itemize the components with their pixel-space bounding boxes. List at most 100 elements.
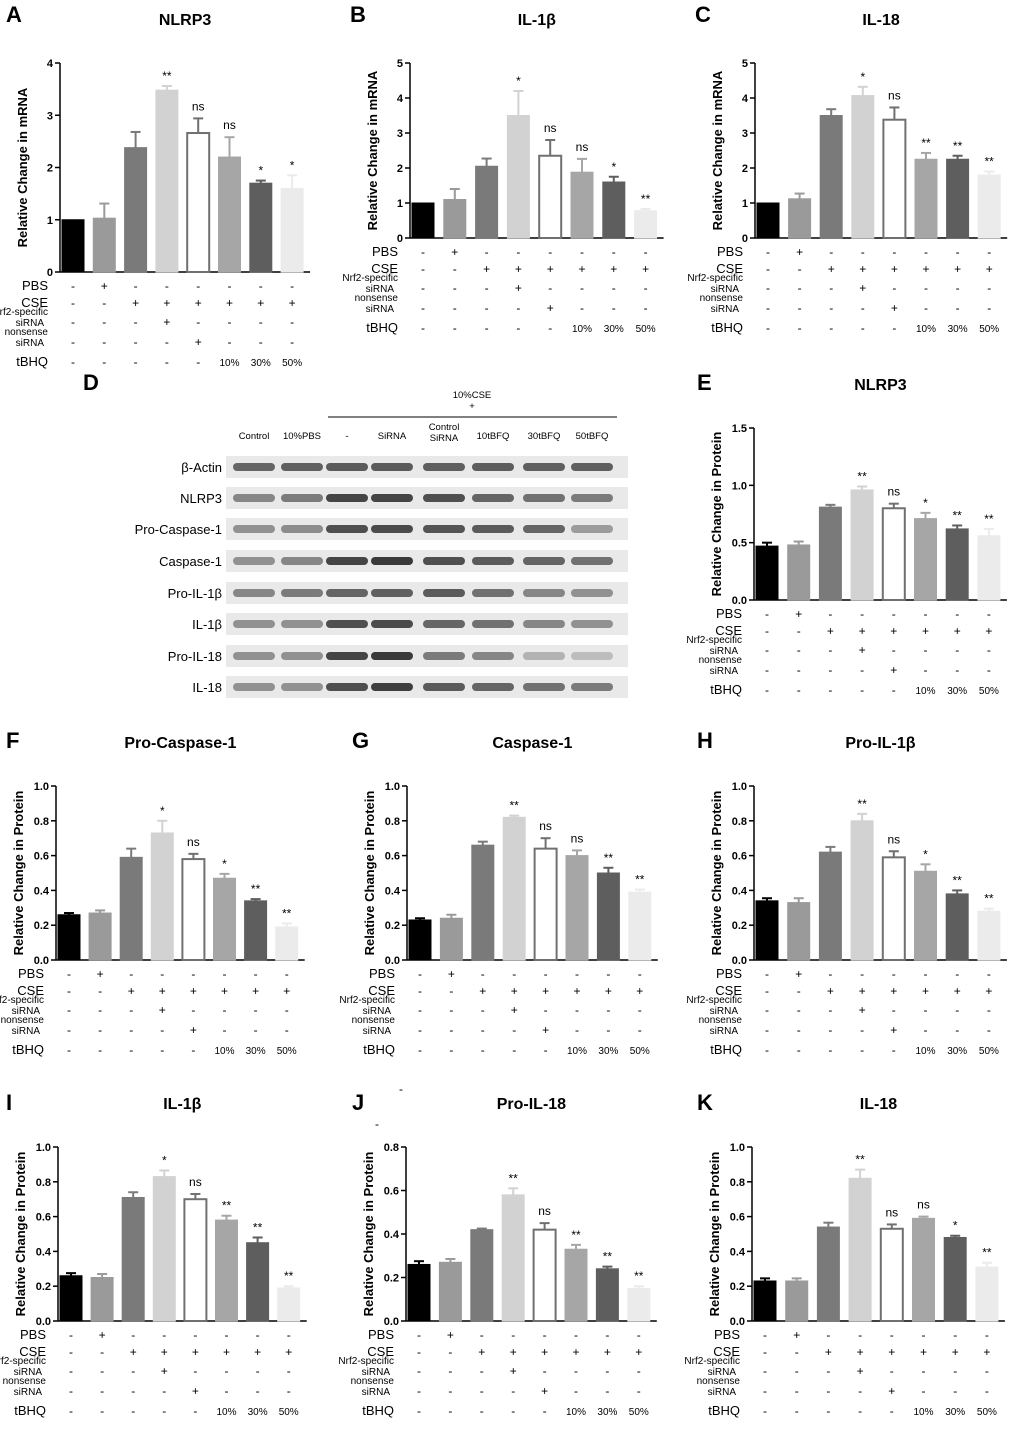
y-tick-label: 0.2 [384, 1273, 399, 1285]
row-label-nonsense-line2: siRNA [12, 1026, 41, 1037]
chart-title: Caspase-1 [492, 735, 572, 752]
row-label-nrf2: Nrf2-specific [0, 307, 48, 318]
significance-label: ns [576, 140, 589, 154]
table-cell: - [421, 321, 425, 335]
table-cell: - [259, 279, 263, 293]
row-label-nrf2-line2: siRNA [362, 1367, 391, 1378]
table-cell: + [859, 624, 866, 638]
significance-label: * [258, 164, 263, 178]
table-cell: - [606, 1003, 610, 1017]
table-cell: - [254, 967, 258, 981]
table-cell: + [920, 1345, 927, 1359]
blot-band [423, 652, 465, 660]
row-label-nrf2-line2: siRNA [14, 1367, 43, 1378]
table-cell: + [547, 301, 554, 315]
blot-band [326, 589, 368, 597]
bar [183, 1198, 208, 1322]
row-label-tbhq: tBHQ [363, 1042, 395, 1057]
table-cell: - [160, 1023, 164, 1037]
chart-title: NLRP3 [159, 12, 212, 29]
y-tick-label: 0.0 [36, 1316, 51, 1328]
table-cell: - [290, 335, 294, 349]
table-cell: + [891, 262, 898, 276]
bar [244, 900, 268, 961]
bar [119, 856, 143, 961]
bar [249, 182, 273, 273]
row-label-nrf2: Nrf2-specific [686, 635, 742, 646]
row-label-nonsense: nonsense [697, 1376, 741, 1387]
blot-band [233, 463, 275, 471]
table-cell: - [421, 245, 425, 259]
table-cell: + [983, 1345, 990, 1359]
blot-band [281, 652, 323, 660]
row-label-nonsense-line2: siRNA [366, 304, 395, 315]
table-cell: - [828, 967, 832, 981]
table-cell: + [547, 262, 554, 276]
table-cell: - [548, 281, 552, 295]
table-cell: - [69, 1404, 73, 1418]
table-cell: + [827, 624, 834, 638]
table-cell: - [256, 1384, 260, 1398]
table-cell: - [861, 301, 865, 315]
blot-band [523, 463, 565, 471]
table-cell: + [190, 1023, 197, 1037]
table-cell: - [763, 1364, 767, 1378]
table-cell: + [610, 262, 617, 276]
table-cell: - [763, 1404, 767, 1418]
blot-band [472, 589, 514, 597]
table-cell: + [986, 262, 993, 276]
row-label-nonsense-line2: siRNA [710, 1026, 739, 1037]
table-cell: + [795, 607, 802, 621]
table-cell: - [612, 245, 616, 259]
table-cell: - [193, 1404, 197, 1418]
table-cell: - [766, 245, 770, 259]
table-cell: - [134, 335, 138, 349]
significance-label: * [290, 158, 295, 172]
table-cell: + [159, 1003, 166, 1017]
table-cell: - [511, 1404, 515, 1418]
bar [150, 832, 174, 961]
y-axis-label: Relative Change in Protein [11, 791, 26, 956]
y-tick-label: 0.4 [36, 1246, 52, 1258]
significance-label: * [923, 496, 928, 510]
table-cell: - [763, 1384, 767, 1398]
table-cell: - [131, 1384, 135, 1398]
blot-band [326, 683, 368, 691]
row-label-tbhq: tBHQ [710, 682, 742, 697]
blot-band [233, 525, 275, 533]
table-cell: - [637, 1384, 641, 1398]
table-cell: + [221, 984, 228, 998]
table-cell: - [453, 262, 457, 276]
table-cell: - [955, 967, 959, 981]
blot-band [423, 683, 465, 691]
y-tick-label: 0.2 [732, 920, 747, 932]
panel-letter: F [6, 728, 19, 753]
bar [848, 1177, 872, 1322]
table-cell: - [575, 967, 579, 981]
table-cell: - [421, 281, 425, 295]
row-label-pbs: PBS [368, 1327, 394, 1342]
blot-band [326, 620, 368, 628]
table-cell: - [828, 1043, 832, 1057]
table-cell: - [797, 1043, 801, 1057]
bar [213, 877, 236, 961]
y-axis-label: Relative Change in Protein [709, 791, 724, 956]
table-cell: - [638, 1023, 642, 1037]
blot-band [233, 589, 275, 597]
table-cell: - [953, 1328, 957, 1342]
table-cell: - [765, 663, 769, 677]
table-cell: - [421, 301, 425, 315]
bar [881, 856, 906, 962]
panel-letter: C [695, 2, 711, 27]
significance-label: ** [641, 192, 651, 206]
y-axis-label: Relative Change in mRNA [710, 70, 725, 230]
table-cell: - [193, 1364, 197, 1378]
y-tick-label: 1.5 [732, 423, 747, 435]
bar [564, 1248, 588, 1322]
chart-panel-h: H Pro-IL-1β Relative Change in Protein 0.0 0… [686, 728, 1007, 1057]
blot-band [423, 525, 465, 533]
blot-band [371, 652, 413, 660]
bar [59, 1275, 83, 1322]
significance-label: * [162, 1153, 167, 1167]
table-cell: + [223, 1345, 230, 1359]
